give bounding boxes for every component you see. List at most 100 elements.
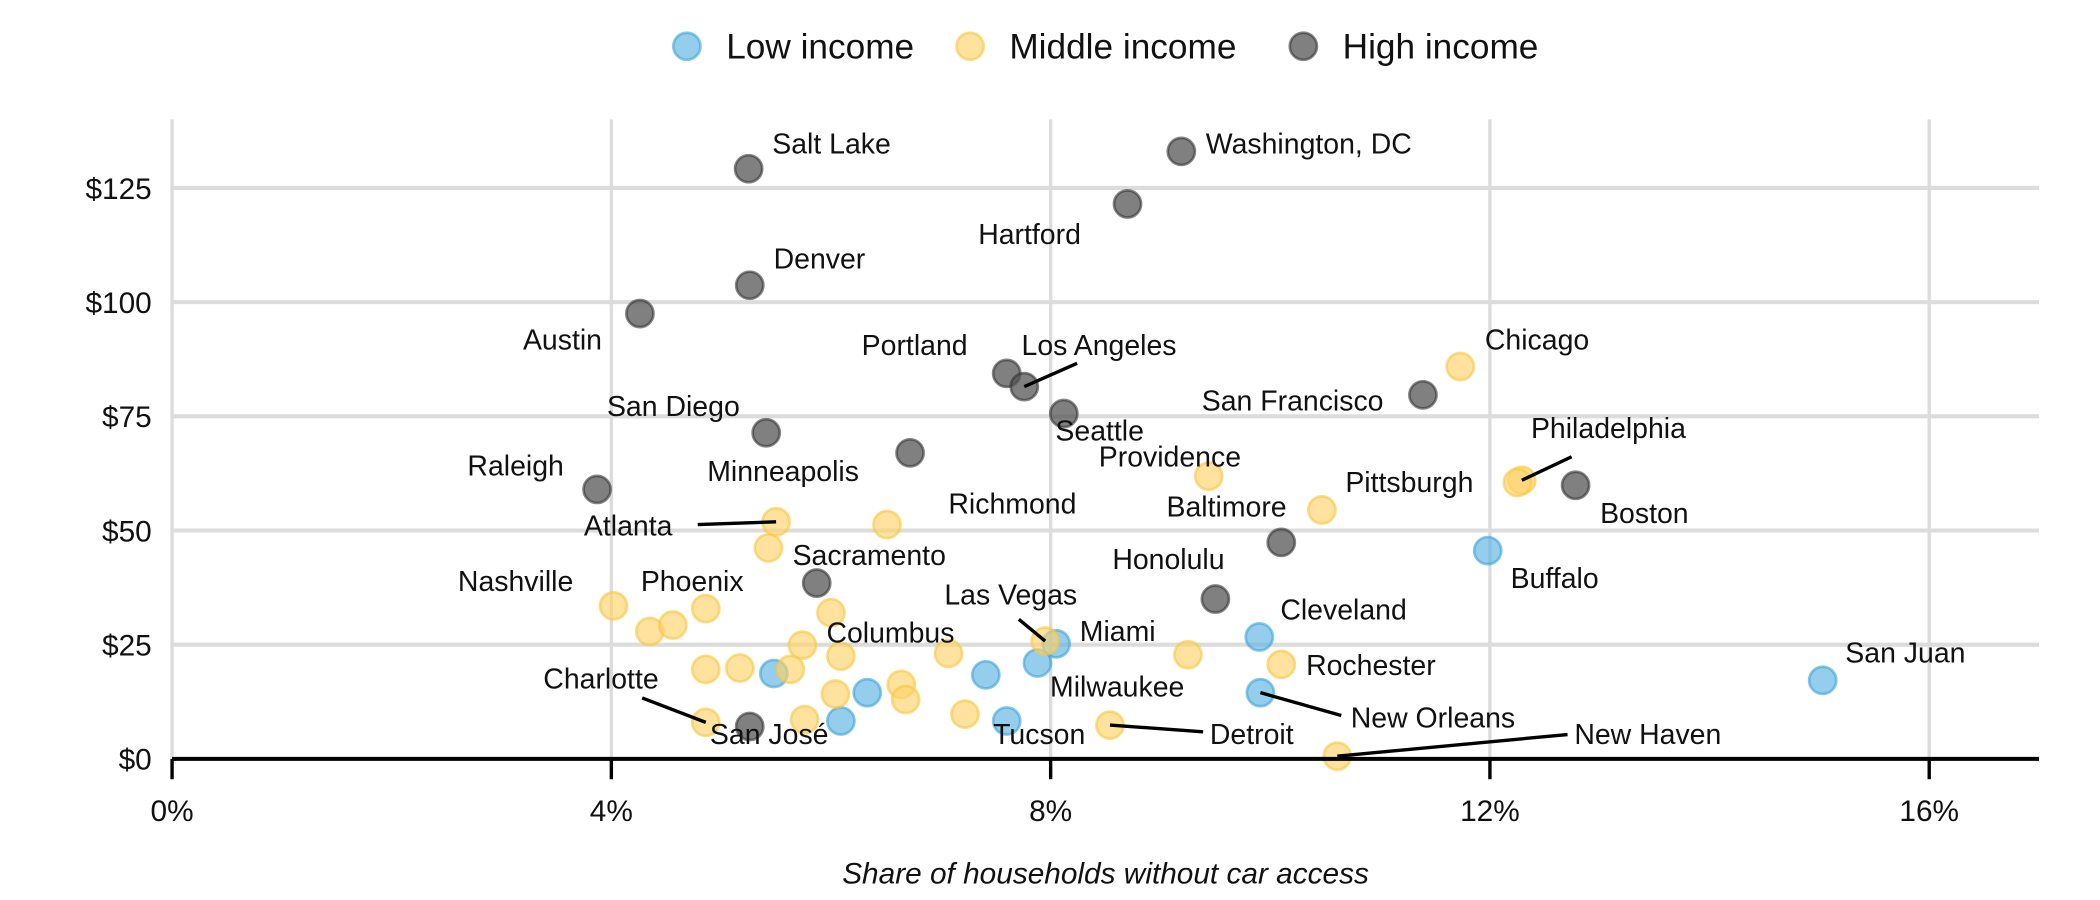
data-points [582,136,1838,772]
data-point [1193,461,1224,492]
point-label: Providence [1099,441,1241,473]
point-label: Washington, DC [1206,128,1412,160]
x-tick-label: 4% [590,795,633,828]
data-point [1173,639,1203,670]
data-point [825,706,856,736]
legend-marker [955,31,985,62]
point-label: New Haven [1574,719,1721,751]
data-point [872,509,902,540]
legend-label: Low income [726,27,914,66]
point-label: Baltimore [1167,491,1287,523]
point-labels: Buffalo San Juan Cleveland Miami Milwaukee Ne… [458,128,1966,751]
legend-label: High income [1343,27,1539,66]
data-point [1200,584,1231,614]
label-leader-lines [641,361,1573,758]
x-tick-label: 16% [1899,795,1959,828]
legend-marker [1288,31,1319,62]
data-point [1560,470,1591,501]
point-label: Pittsburgh [1345,467,1473,499]
data-point [1472,535,1503,566]
data-point [1244,622,1275,652]
leader-line [1109,723,1204,734]
data-point [933,638,964,669]
data-point [1807,665,1838,696]
data-point [1502,467,1533,498]
point-label: Hartford [978,219,1081,251]
y-tick-label: $125 [85,173,151,206]
leader-line [1259,691,1342,718]
data-point [582,474,612,505]
point-label: San José [710,719,829,751]
point-label: Seattle [1055,416,1144,448]
point-label: Las Vegas [944,579,1077,611]
point-label: San Francisco [1202,386,1384,418]
data-point [825,641,856,672]
y-tick-label: $50 [102,515,152,548]
data-point [801,568,832,598]
point-label: Atlanta [584,510,673,542]
data-point [816,597,846,628]
leader-line [1017,618,1047,643]
data-point [625,298,655,329]
point-label: Chicago [1485,325,1589,357]
data-point [991,706,1022,736]
point-label: Salt Lake [772,128,891,160]
point-label: Buffalo [1511,563,1599,595]
point-label: Portland [862,330,968,362]
point-label: Cleveland [1280,594,1406,626]
data-point [690,593,721,624]
data-point [734,711,765,742]
data-point [1306,495,1337,525]
data-point [734,270,765,301]
x-tick-label: 8% [1029,795,1072,828]
point-label: Los Angeles [1022,330,1177,362]
point-label: Minneapolis [707,456,859,488]
point-label: Sacramento [793,540,946,572]
data-point [970,659,1001,690]
data-point [1445,351,1476,382]
point-label: Detroit [1210,719,1294,751]
leader-line [1023,361,1078,389]
point-label: Honolulu [1112,544,1224,576]
data-point [852,677,883,708]
point-label: San Diego [607,391,740,423]
data-point [1266,527,1297,558]
point-label: Nashville [458,566,573,598]
legend: Low income Middle income High income [672,27,1539,66]
data-point [895,437,925,468]
gridlines [170,119,2040,759]
point-label: Columbus [826,617,954,649]
point-label: New Orleans [1351,703,1515,735]
x-tick-label: 0% [151,795,194,828]
data-point [753,532,784,563]
data-point [787,630,818,661]
data-point [1166,136,1197,167]
data-point [775,654,806,685]
leader-line [697,520,777,527]
y-tick-label: $0 [119,744,152,777]
legend-label: Middle income [1009,27,1236,66]
point-label: Richmond [948,489,1076,521]
y-tick-label: $25 [102,630,152,663]
data-point [950,699,980,730]
y-tick-label: $75 [102,401,152,434]
data-point [1408,379,1438,410]
point-label: Tucson [993,719,1085,751]
point-label: Rochester [1306,650,1436,682]
data-point [1112,189,1143,219]
data-point [724,653,755,683]
leader-line [641,696,707,724]
data-point [733,153,764,184]
leader-line [1521,455,1573,482]
point-label: Raleigh [467,451,563,483]
data-point [657,610,688,640]
point-label: Milwaukee [1050,672,1184,704]
point-label: Philadelphia [1531,413,1686,445]
data-point [820,679,851,709]
x-axis-title: Share of households without car access [842,858,1369,891]
data-point [598,590,629,621]
data-point [751,417,782,448]
data-point [1266,649,1297,680]
data-point [690,654,721,685]
